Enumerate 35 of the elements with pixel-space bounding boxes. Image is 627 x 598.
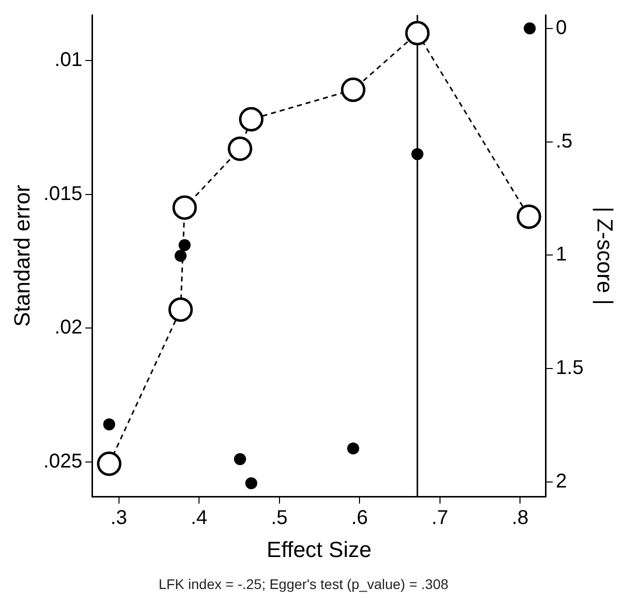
y-tick-label: .025 xyxy=(43,450,82,472)
point xyxy=(516,204,542,229)
y2-tick-label: 2 xyxy=(556,470,567,492)
y-tick-label: .02 xyxy=(54,316,82,339)
x-tick-label: .4 xyxy=(190,507,208,530)
y2-tick-label: 1.5 xyxy=(556,357,584,380)
y2-tick-label: 1 xyxy=(556,244,567,266)
point xyxy=(174,250,187,262)
x-tick-label: .5 xyxy=(270,507,288,530)
point xyxy=(168,297,193,322)
point xyxy=(245,477,258,490)
y-tick-label: .01 xyxy=(54,49,82,71)
x-tick-label: .8 xyxy=(512,507,528,530)
y2-tick-label: 0 xyxy=(556,17,567,40)
point xyxy=(411,148,424,160)
y-tick-label: .015 xyxy=(43,182,82,205)
x-axis-title: Effect Size xyxy=(266,536,372,562)
x-tick-label: .3 xyxy=(110,507,128,530)
point xyxy=(172,195,197,220)
point xyxy=(96,451,122,476)
point xyxy=(238,107,264,132)
y-axis-title: Standard error xyxy=(9,184,34,327)
x-tick-label: .7 xyxy=(432,507,448,530)
y2-axis-title: | Z-score | xyxy=(592,206,618,305)
point xyxy=(228,136,252,161)
y2-tick-label: .5 xyxy=(556,130,572,152)
point xyxy=(524,22,536,34)
point xyxy=(405,20,430,46)
point xyxy=(234,453,246,466)
point xyxy=(103,418,116,430)
point xyxy=(340,78,366,102)
text: LFK index = -.25; Egger's test (p_value) = .308 xyxy=(158,576,449,592)
point xyxy=(178,239,191,252)
x-tick-label: .6 xyxy=(351,507,368,530)
point xyxy=(347,442,360,454)
